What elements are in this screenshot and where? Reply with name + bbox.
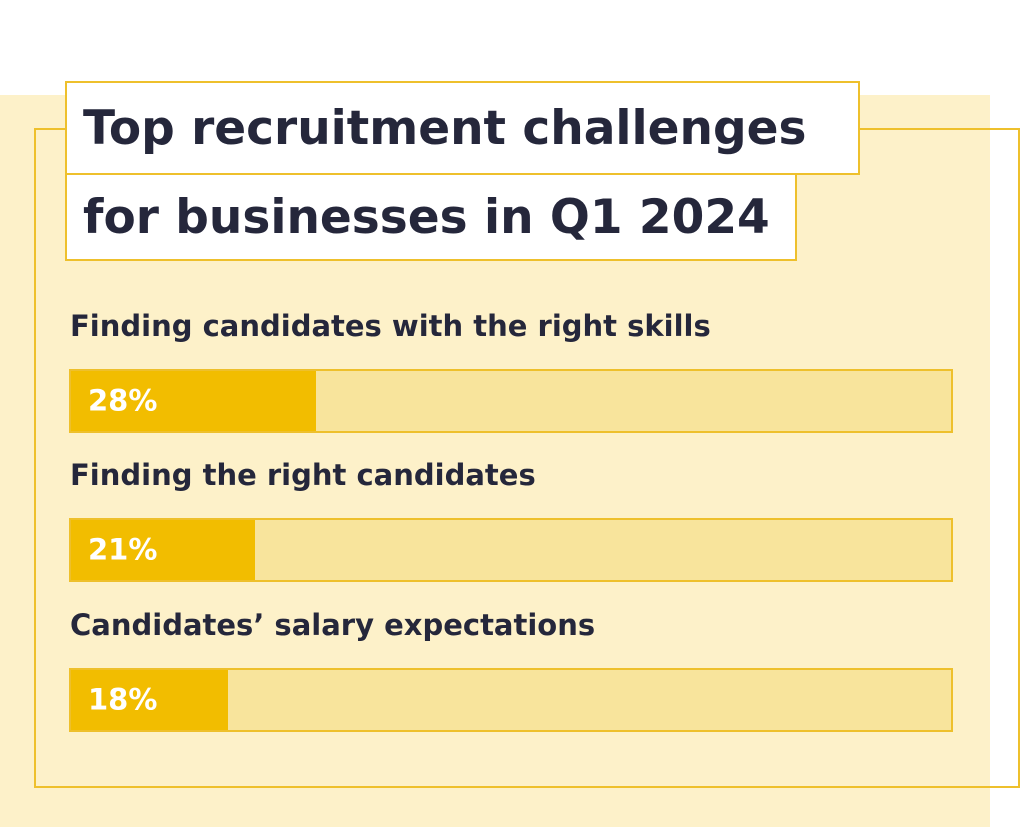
chart-title-line-1: Top recruitment challenges [65,81,860,175]
bar-track: 18% [69,668,953,732]
chart-title-line-2: for businesses in Q1 2024 [65,173,797,261]
bar-track: 21% [69,518,953,582]
bar-fill [71,670,228,730]
bar-label: Candidates’ salary expectations [70,608,596,642]
bar-label: Finding candidates with the right skills [70,309,711,343]
bar-value-label: 18% [88,682,158,717]
bar-label: Finding the right candidates [70,458,536,492]
bar-value-label: 28% [88,383,158,418]
bar-track: 28% [69,369,953,433]
bar-fill [71,371,316,431]
bar-fill [71,520,255,580]
bar-value-label: 21% [88,532,158,567]
